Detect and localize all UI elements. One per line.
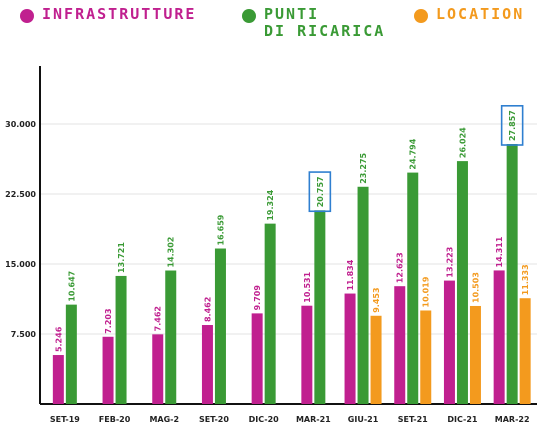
- legend-swatch-location: [414, 9, 428, 23]
- y-tick-label: 7.500: [11, 330, 37, 339]
- legend-swatch-punti-di-ricarica: [242, 9, 256, 23]
- bar: [301, 305, 313, 404]
- data-label: 10.531: [303, 271, 312, 302]
- y-tick-label: 22.500: [5, 190, 36, 199]
- bar: [506, 144, 518, 404]
- x-tick-label: MAR-21: [296, 415, 331, 424]
- data-label: 9.709: [253, 285, 262, 311]
- bar: [201, 325, 213, 404]
- legend-swatch-infrastrutture: [20, 9, 34, 23]
- data-label: 13.721: [117, 242, 126, 273]
- x-tick-label: FEB-20: [99, 415, 131, 424]
- x-tick-label: DIC-21: [447, 415, 478, 424]
- bar: [469, 305, 481, 404]
- data-label: 24.794: [409, 138, 418, 169]
- x-tick-label: MAR-22: [495, 415, 530, 424]
- legend-item-punti-di-ricarica: PUNTI DI RICARICA: [242, 6, 385, 40]
- data-label: 7.203: [104, 308, 113, 333]
- bar: [420, 310, 432, 404]
- x-tick-label: MAG-2: [149, 415, 179, 424]
- data-label: 10.647: [67, 271, 76, 302]
- bar: [519, 298, 531, 404]
- bar: [214, 248, 226, 404]
- bar: [264, 223, 276, 404]
- legend-label-punti-di-ricarica: PUNTI DI RICARICA: [264, 5, 386, 40]
- bar: [370, 315, 382, 404]
- x-tick-label: SET-19: [50, 415, 80, 424]
- bar: [394, 286, 406, 404]
- data-label: 10.019: [422, 276, 431, 307]
- bar: [357, 186, 369, 404]
- data-label: 7.462: [154, 306, 163, 331]
- data-label: 9.453: [372, 287, 381, 312]
- legend-label-infrastrutture: INFRASTRUTTURE: [42, 5, 197, 23]
- data-label: 20.757: [316, 176, 325, 207]
- bar: [251, 313, 263, 404]
- data-label: 14.302: [167, 237, 176, 268]
- data-label: 23.275: [359, 152, 368, 183]
- data-label: 26.024: [458, 127, 467, 158]
- x-tick-label: DIC-20: [249, 415, 280, 424]
- bar: [456, 161, 468, 404]
- bar: [115, 275, 127, 404]
- data-label: 11.834: [346, 259, 355, 290]
- bar: [407, 172, 419, 404]
- x-tick-label: GIU-21: [348, 415, 379, 424]
- bar: [443, 280, 455, 404]
- x-tick-label: SET-20: [199, 415, 229, 424]
- bar: [165, 270, 177, 404]
- highlight-box: [308, 171, 332, 213]
- bar: [493, 270, 505, 404]
- legend-item-location: LOCATION: [414, 6, 524, 23]
- data-label: 12.623: [396, 252, 405, 283]
- data-label: 8.462: [203, 297, 212, 322]
- bar: [52, 355, 64, 404]
- data-label: 16.659: [216, 214, 225, 245]
- y-tick-label: 30.000: [5, 120, 36, 129]
- bar: [102, 336, 114, 404]
- data-label: 14.311: [495, 236, 504, 267]
- data-label: 19.324: [266, 189, 275, 220]
- legend-label-location: LOCATION: [436, 5, 525, 23]
- data-label: 13.223: [445, 247, 454, 278]
- highlight-box: [500, 105, 524, 146]
- data-label: 27.857: [508, 110, 517, 141]
- x-tick-label: SET-21: [398, 415, 428, 424]
- bar: [314, 210, 326, 404]
- legend: INFRASTRUTTURE PUNTI DI RICARICA LOCATIO…: [0, 6, 545, 46]
- data-label: 5.246: [54, 326, 63, 352]
- legend-item-infrastrutture: INFRASTRUTTURE: [20, 6, 196, 23]
- bar: [344, 293, 356, 404]
- data-label: 11.333: [521, 264, 530, 295]
- bar: [152, 334, 164, 404]
- bar: [65, 304, 77, 404]
- data-label: 10.503: [471, 272, 480, 303]
- y-tick-label: 15.000: [5, 260, 36, 269]
